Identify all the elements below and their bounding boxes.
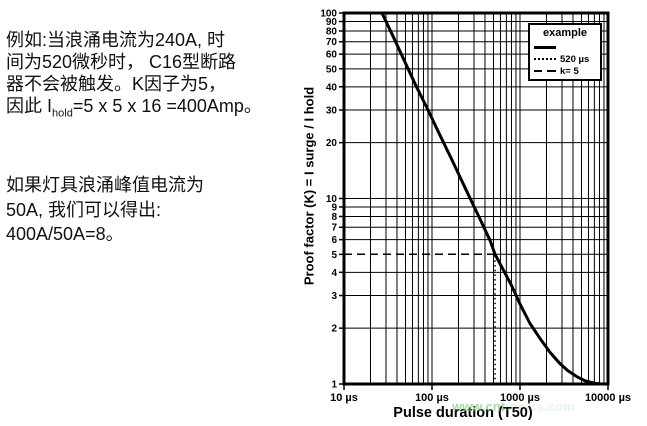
svg-text:70: 70: [326, 37, 338, 48]
text-line-4: 因此 Ihold=5 x 5 x 16 =400Amp。: [6, 95, 301, 120]
description-paragraph-2: 如果灯具浪涌峰值电流为 50A, 我们可以得出: 400A/50A=8。: [6, 173, 301, 247]
svg-text:5: 5: [331, 250, 337, 261]
svg-text:7: 7: [331, 223, 337, 234]
text-line-7: 400A/50A=8。: [6, 224, 124, 244]
watermark-text-strong: www.cnt: [452, 399, 505, 414]
svg-text:6: 6: [331, 235, 337, 246]
svg-text:60: 60: [326, 50, 338, 61]
y-axis-title: Proof factor (K) = I surge / I hold: [301, 86, 317, 286]
chart-legend: example 520 µs k= 5: [528, 23, 602, 81]
solid-line-swatch-icon: [534, 45, 556, 49]
svg-text:90: 90: [326, 17, 338, 28]
dotted-line-swatch-icon: [534, 58, 556, 60]
legend-entry-label: k= 5: [560, 65, 579, 77]
svg-text:8: 8: [331, 212, 337, 223]
svg-text:100 µs: 100 µs: [415, 392, 449, 404]
formula-suffix: =5 x 5 x 16 =400Amp。: [72, 96, 262, 116]
text-line-6: 50A, 我们可以得出:: [6, 199, 162, 220]
svg-text:100: 100: [320, 9, 337, 20]
legend-title: example: [542, 27, 588, 39]
svg-text:30: 30: [326, 105, 338, 116]
description-paragraph-1: 例如:当浪涌电流为240A, 时 间为520微秒时， C16型断路 器不会被触发…: [6, 29, 301, 120]
text-line-5: 如果灯具浪涌峰值电流为: [6, 175, 204, 195]
text-line-3: 器不会被触发。K因子为5，: [6, 74, 227, 94]
legend-entry-k5: k= 5: [534, 65, 596, 77]
svg-text:10: 10: [326, 194, 338, 205]
svg-text:2: 2: [331, 324, 337, 335]
legend-entry-example: [534, 43, 596, 51]
text-line-1: 例如:当浪涌电流为240A, 时: [6, 30, 226, 50]
legend-entry-520us: 520 µs: [534, 53, 596, 65]
x-axis-title: Pulse duration (T50): [393, 405, 533, 421]
svg-text:1000 µs: 1000 µs: [500, 392, 540, 404]
svg-text:9: 9: [331, 202, 337, 213]
svg-text:80: 80: [326, 26, 338, 37]
svg-text:10000 µs: 10000 µs: [585, 392, 631, 404]
formula-subscript: hold: [52, 107, 73, 120]
svg-text:50: 50: [326, 64, 338, 75]
text-line-2: 间为520微秒时， C16型断路: [6, 52, 237, 72]
svg-text:4: 4: [331, 268, 337, 279]
svg-text:10 µs: 10 µs: [330, 392, 358, 404]
watermark: www.cntronics.com: [452, 399, 574, 414]
formula-prefix: 因此 I: [6, 96, 53, 116]
svg-text:1: 1: [331, 380, 337, 391]
legend-entry-label: 520 µs: [560, 53, 590, 65]
svg-text:40: 40: [326, 82, 338, 93]
svg-text:20: 20: [326, 138, 338, 149]
watermark-text-faint: ronics.com: [504, 399, 575, 414]
svg-text:3: 3: [331, 291, 337, 302]
dashed-line-swatch-icon: [534, 70, 556, 72]
